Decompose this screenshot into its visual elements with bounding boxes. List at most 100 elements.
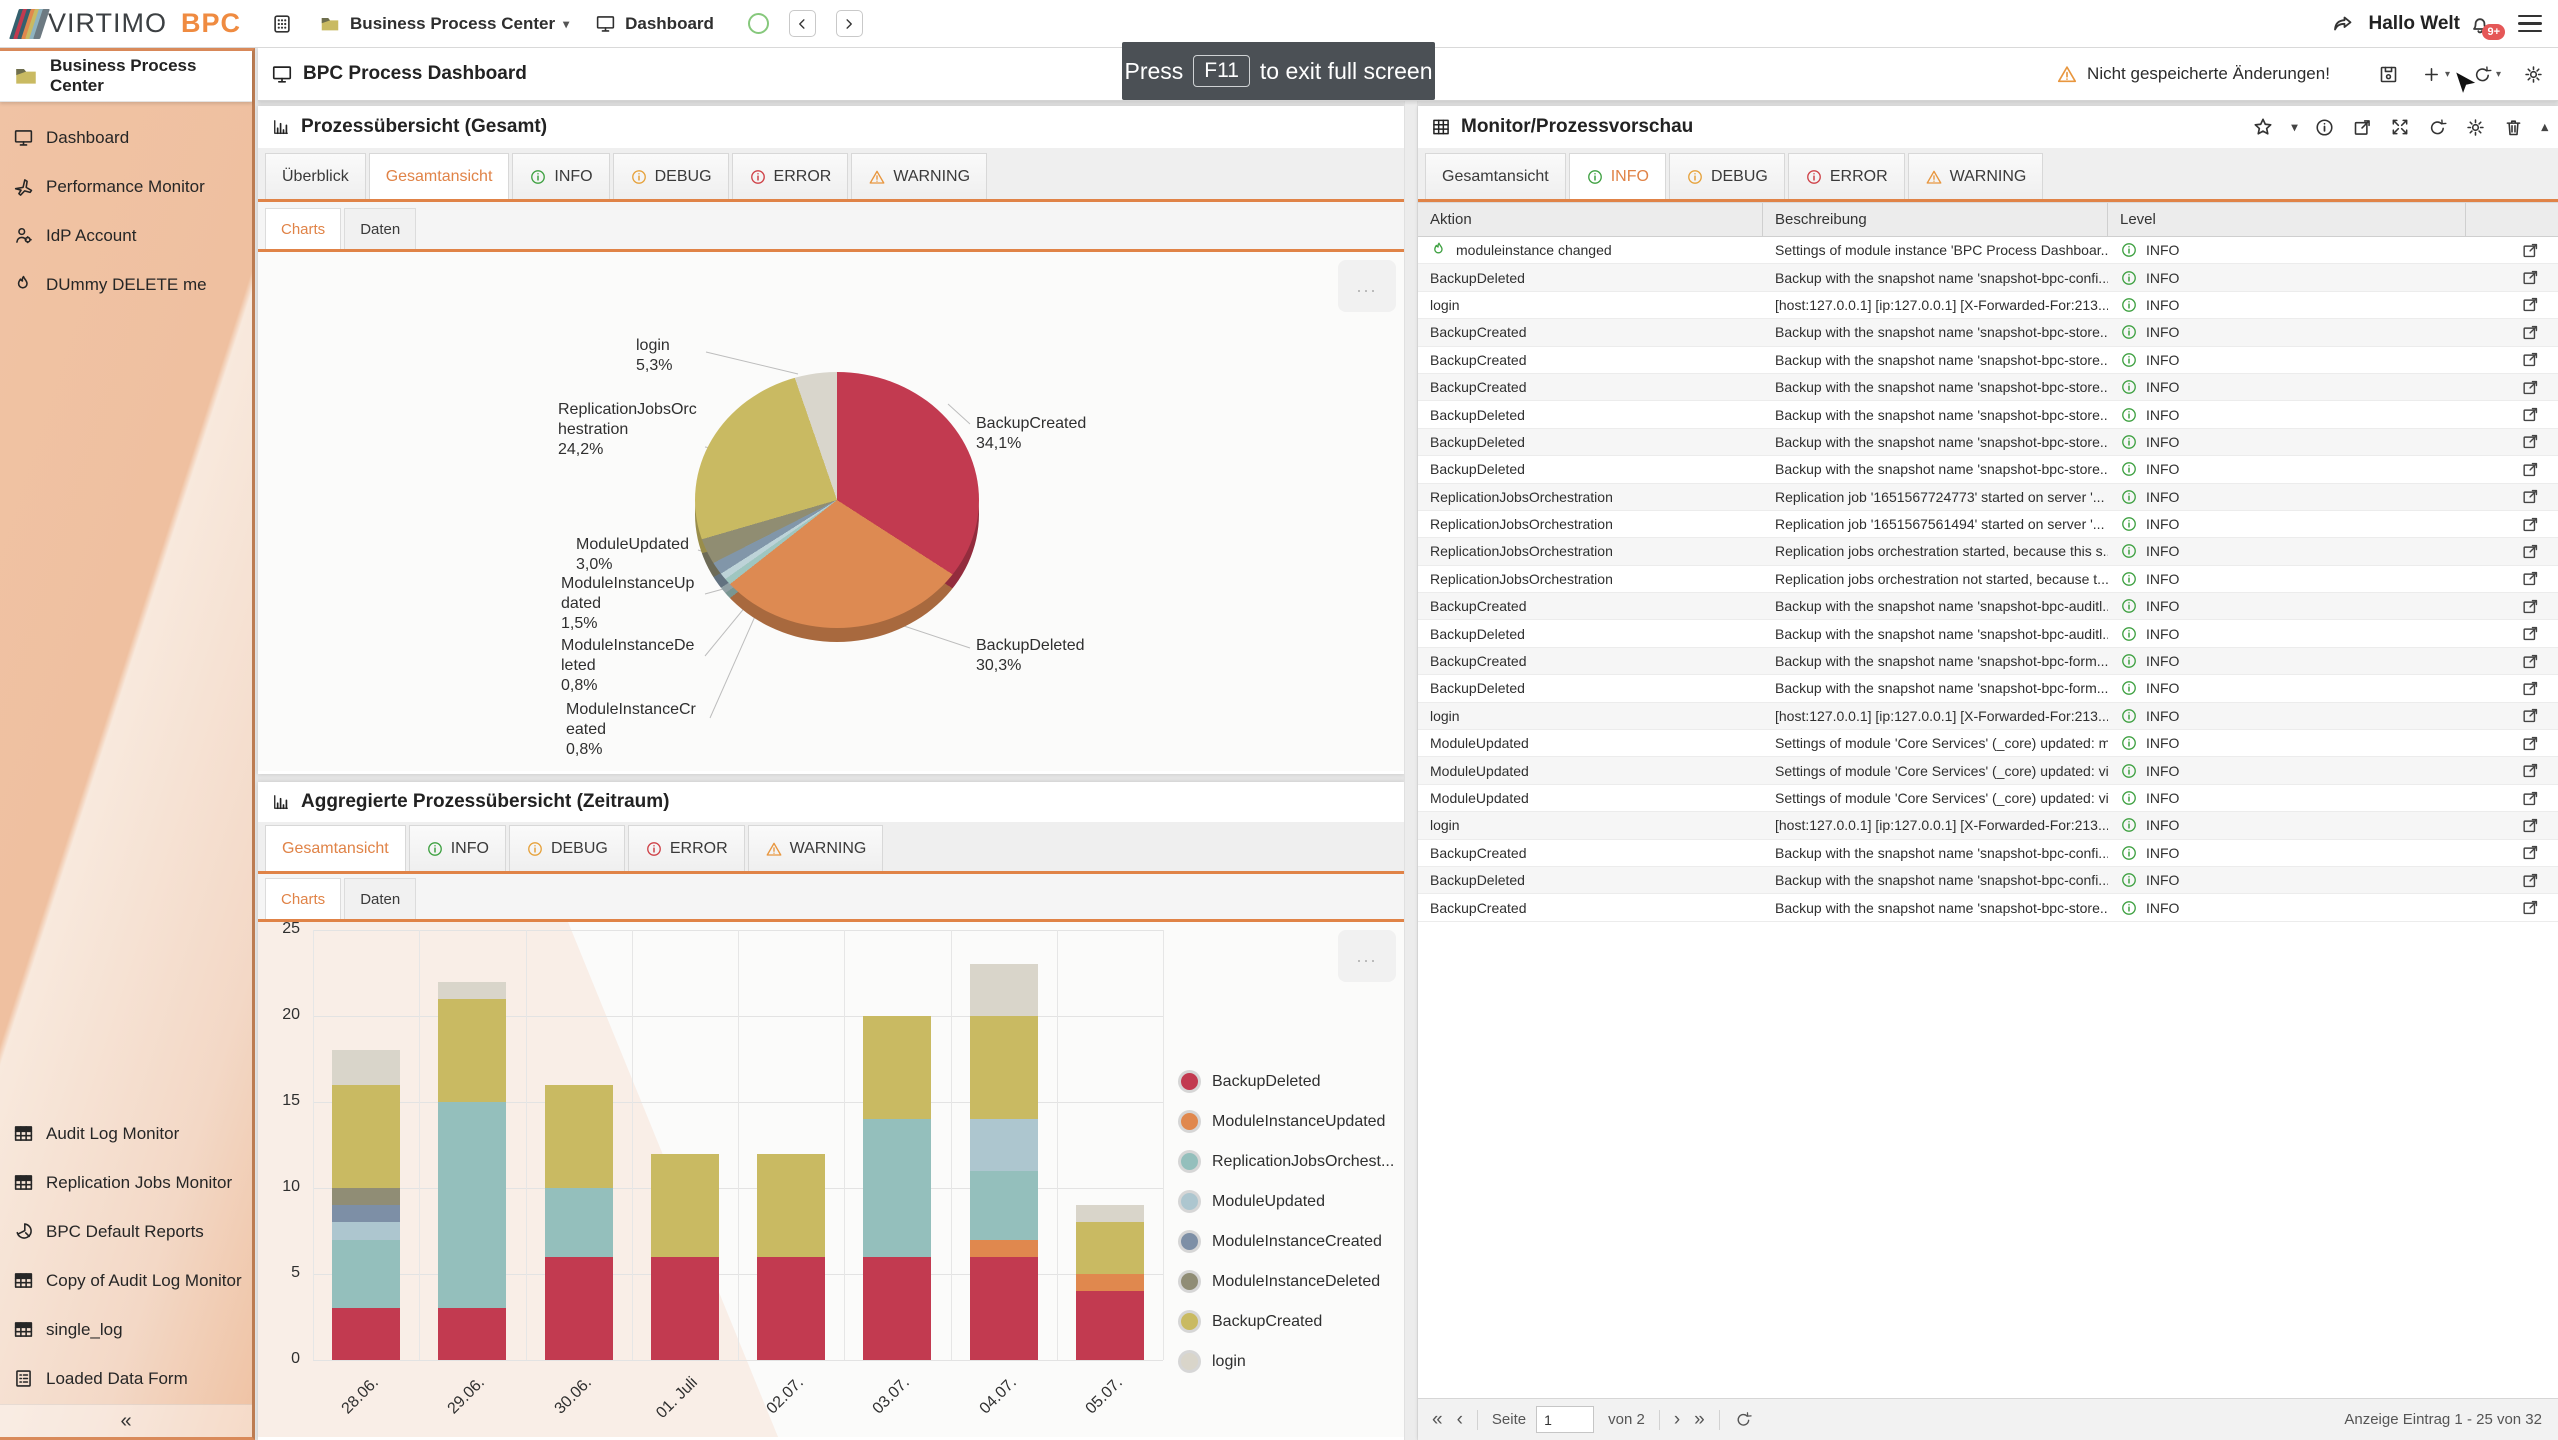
notifications-button[interactable]: 9+ — [2468, 12, 2492, 36]
sidebar-item-replication-jobs-monitor[interactable]: Replication Jobs Monitor — [0, 1158, 252, 1207]
open-entry-icon[interactable] — [2521, 295, 2540, 314]
sidebar-item-performance-monitor[interactable]: Performance Monitor — [0, 162, 252, 211]
open-entry-icon[interactable] — [2521, 789, 2540, 808]
open-entry-icon[interactable] — [2521, 816, 2540, 835]
table-row[interactable]: ModuleUpdatedSettings of module 'Core Se… — [1418, 730, 2558, 757]
table-row[interactable]: BackupCreatedBackup with the snapshot na… — [1418, 347, 2558, 374]
stacked-bar-04-07-[interactable] — [970, 964, 1038, 1360]
tab-gesamtansicht[interactable]: Gesamtansicht — [369, 153, 510, 199]
chevron-down-icon[interactable]: ▾ — [2291, 120, 2297, 134]
legend-item-replicationjobsorchestration[interactable]: ReplicationJobsOrchest... — [1178, 1150, 1394, 1173]
table-row[interactable]: moduleinstance changedSettings of module… — [1418, 237, 2558, 264]
collapse-panel-icon[interactable]: ▴ — [2541, 119, 2548, 135]
open-entry-icon[interactable] — [2521, 323, 2540, 342]
open-entry-icon[interactable] — [2521, 871, 2540, 890]
view-switcher[interactable]: Dashboard — [595, 13, 714, 34]
trash-icon[interactable] — [2503, 117, 2524, 138]
tab-gesamtansicht[interactable]: Gesamtansicht — [1425, 153, 1566, 199]
stacked-bar-02-07-[interactable] — [757, 1154, 825, 1360]
sidebar-item-single-log[interactable]: single_log — [0, 1305, 252, 1354]
open-external-icon[interactable] — [2352, 117, 2373, 138]
open-entry-icon[interactable] — [2521, 405, 2540, 424]
favorite-star-icon[interactable] — [2252, 116, 2274, 138]
open-entry-icon[interactable] — [2521, 241, 2540, 260]
stacked-bar-29-06-[interactable] — [438, 982, 506, 1360]
tab-info[interactable]: INFO — [512, 153, 609, 199]
table-row[interactable]: BackupDeletedBackup with the snapshot na… — [1418, 867, 2558, 894]
table-row[interactable]: BackupCreatedBackup with the snapshot na… — [1418, 374, 2558, 401]
open-entry-icon[interactable] — [2521, 734, 2540, 753]
tab-info[interactable]: INFO — [409, 825, 506, 871]
sidebar-item-dashboard[interactable]: Dashboard — [0, 113, 252, 162]
table-row[interactable]: BackupCreatedBackup with the snapshot na… — [1418, 894, 2558, 921]
open-entry-icon[interactable] — [2521, 843, 2540, 862]
hamburger-menu-icon[interactable] — [2518, 10, 2542, 38]
open-entry-icon[interactable] — [2521, 652, 2540, 671]
open-entry-icon[interactable] — [2521, 679, 2540, 698]
open-entry-icon[interactable] — [2521, 350, 2540, 369]
forward-button[interactable] — [836, 10, 863, 37]
table-row[interactable]: ReplicationJobsOrchestrationReplication … — [1418, 484, 2558, 511]
table-row[interactable]: BackupDeletedBackup with the snapshot na… — [1418, 264, 2558, 291]
first-page-button[interactable]: « — [1432, 1409, 1443, 1431]
last-page-button[interactable]: » — [1694, 1409, 1705, 1431]
subtab-charts[interactable]: Charts — [265, 208, 341, 249]
stacked-bar-28-06-[interactable] — [332, 1050, 400, 1360]
share-icon[interactable] — [2331, 12, 2355, 36]
tab-debug[interactable]: DEBUG — [613, 153, 729, 199]
chart-context-menu-button[interactable]: ... — [1338, 930, 1396, 982]
gear-icon[interactable] — [2465, 117, 2486, 138]
open-entry-icon[interactable] — [2521, 542, 2540, 561]
stacked-bar-05-07-[interactable] — [1076, 1205, 1144, 1360]
table-row[interactable]: BackupDeletedBackup with the snapshot na… — [1418, 675, 2558, 702]
column-header-aktion[interactable]: Aktion — [1418, 203, 1763, 236]
virtimo-logo[interactable]: VIRTIMO BPC — [14, 7, 241, 41]
prev-page-button[interactable]: ‹ — [1457, 1409, 1463, 1431]
info-icon[interactable] — [2314, 117, 2335, 138]
sidebar-item-bpc-default-reports[interactable]: BPC Default Reports — [0, 1207, 252, 1256]
workspace-switcher[interactable]: Business Process Center ▾ — [319, 13, 569, 35]
table-row[interactable]: BackupCreatedBackup with the snapshot na… — [1418, 593, 2558, 620]
add-widget-button[interactable]: ▾ — [2421, 64, 2450, 85]
subtab-daten[interactable]: Daten — [344, 208, 416, 249]
legend-item-moduleinstanceupdated[interactable]: ModuleInstanceUpdated — [1178, 1110, 1394, 1133]
tab-error[interactable]: ERROR — [628, 825, 745, 871]
table-row[interactable]: BackupDeletedBackup with the snapshot na… — [1418, 620, 2558, 647]
tab-überblick[interactable]: Überblick — [265, 153, 366, 199]
table-row[interactable]: BackupDeletedBackup with the snapshot na… — [1418, 429, 2558, 456]
sidebar-item-dummy-delete-me[interactable]: DUmmy DELETE me — [0, 260, 252, 309]
refresh-icon[interactable] — [1734, 1410, 1753, 1429]
table-row[interactable]: ModuleUpdatedSettings of module 'Core Se… — [1418, 785, 2558, 812]
save-button[interactable] — [2378, 64, 2399, 85]
subtab-charts[interactable]: Charts — [265, 878, 341, 919]
sidebar-item-audit-log-monitor[interactable]: Audit Log Monitor — [0, 1109, 252, 1158]
table-row[interactable]: login[host:127.0.0.1] [ip:127.0.0.1] [X-… — [1418, 812, 2558, 839]
open-entry-icon[interactable] — [2521, 268, 2540, 287]
open-entry-icon[interactable] — [2521, 432, 2540, 451]
table-row[interactable]: BackupCreatedBackup with the snapshot na… — [1418, 648, 2558, 675]
tab-info[interactable]: INFO — [1569, 153, 1666, 199]
settings-button[interactable] — [2523, 64, 2544, 85]
open-entry-icon[interactable] — [2521, 706, 2540, 725]
vertical-scrollbar[interactable] — [1404, 101, 1418, 1440]
pie-slices[interactable] — [695, 372, 979, 628]
tab-error[interactable]: ERROR — [1788, 153, 1905, 199]
open-entry-icon[interactable] — [2521, 898, 2540, 917]
table-row[interactable]: ModuleUpdatedSettings of module 'Core Se… — [1418, 757, 2558, 784]
apps-grid-icon[interactable] — [271, 13, 293, 35]
open-entry-icon[interactable] — [2521, 761, 2540, 780]
sidebar-header[interactable]: Business Process Center — [0, 51, 252, 102]
tab-warning[interactable]: WARNING — [748, 825, 884, 871]
table-row[interactable]: ReplicationJobsOrchestrationReplication … — [1418, 538, 2558, 565]
back-button[interactable] — [789, 10, 816, 37]
sidebar-collapse-button[interactable]: « — [0, 1404, 252, 1437]
table-row[interactable]: ReplicationJobsOrchestrationReplication … — [1418, 511, 2558, 538]
open-entry-icon[interactable] — [2521, 624, 2540, 643]
column-header-beschreibung[interactable]: Beschreibung — [1763, 203, 2108, 236]
page-number-input[interactable] — [1536, 1406, 1594, 1433]
legend-item-moduleinstancedeleted[interactable]: ModuleInstanceDeleted — [1178, 1270, 1394, 1293]
expand-icon[interactable] — [2390, 117, 2410, 137]
open-entry-icon[interactable] — [2521, 487, 2540, 506]
open-entry-icon[interactable] — [2521, 515, 2540, 534]
legend-item-backupcreated[interactable]: BackupCreated — [1178, 1310, 1394, 1333]
